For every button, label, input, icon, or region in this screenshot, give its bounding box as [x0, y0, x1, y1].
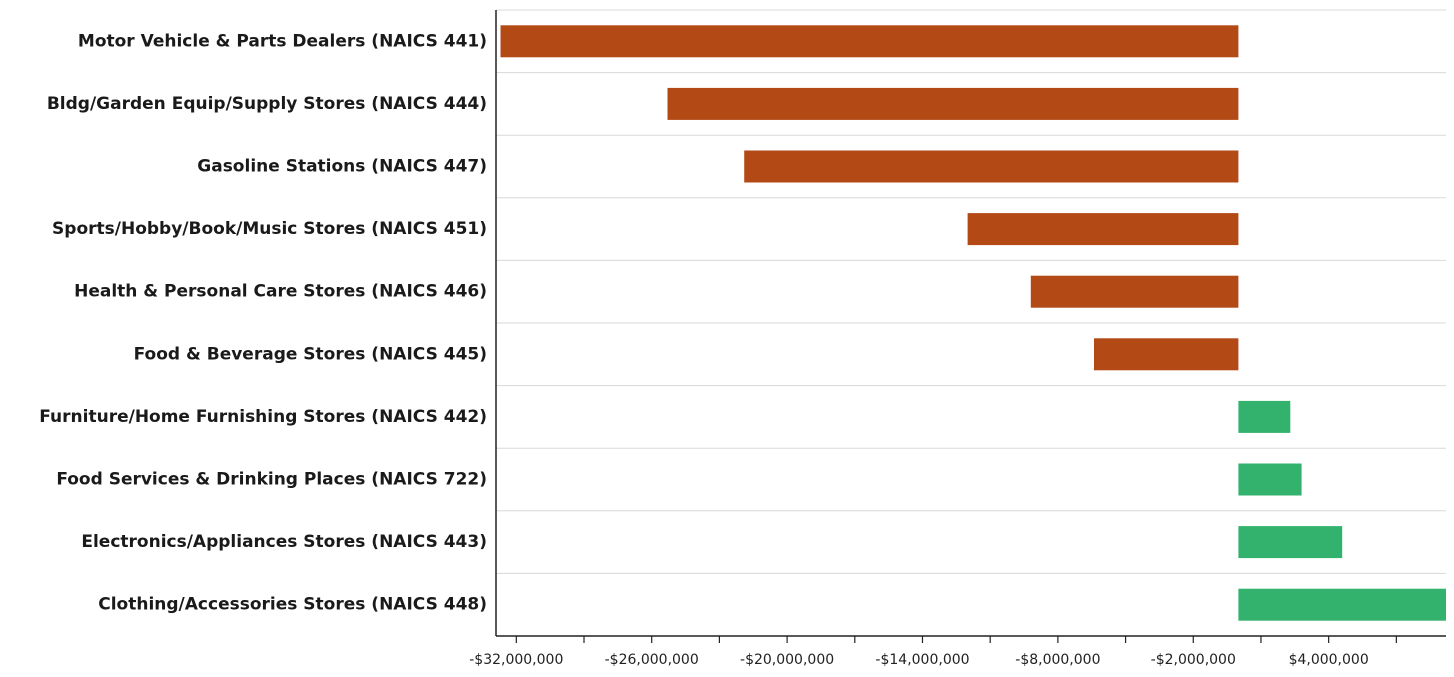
x-tick-label: -$26,000,000	[605, 652, 699, 668]
x-axis: -$32,000,000 -$26,000,000 -$20,000,000 -$14…	[469, 10, 1446, 668]
category-label: Clothing/Accessories Stores (NAICS 448)	[98, 595, 487, 615]
bar	[1030, 275, 1239, 308]
category-label: Bldg/Garden Equip/Supply Stores (NAICS 4…	[47, 94, 487, 114]
bar	[967, 213, 1239, 246]
bar	[1238, 463, 1302, 496]
x-tick-label: -$20,000,000	[740, 652, 834, 668]
x-tick-label: -$32,000,000	[469, 652, 563, 668]
category-label: Motor Vehicle & Parts Dealers (NAICS 441…	[78, 31, 487, 51]
bar	[1238, 526, 1343, 559]
category-label: Food & Beverage Stores (NAICS 445)	[134, 344, 487, 364]
category-label: Furniture/Home Furnishing Stores (NAICS …	[39, 407, 487, 427]
x-tick-label: -$8,000,000	[1015, 652, 1100, 668]
x-tick-label: -$2,000,000	[1151, 652, 1236, 668]
bar	[1238, 400, 1291, 433]
category-label: Electronics/Appliances Stores (NAICS 443…	[81, 532, 487, 552]
bar	[744, 150, 1239, 183]
gridlines	[496, 9, 1446, 574]
bar	[1238, 588, 1446, 621]
category-labels: Motor Vehicle & Parts Dealers (NAICS 441…	[39, 31, 487, 614]
bars	[500, 25, 1446, 621]
bar	[500, 25, 1239, 58]
x-tick-label: -$14,000,000	[875, 652, 969, 668]
category-label: Food Services & Drinking Places (NAICS 7…	[56, 470, 487, 490]
bar	[667, 87, 1239, 120]
bar	[1093, 338, 1239, 371]
category-label: Health & Personal Care Stores (NAICS 446…	[74, 282, 487, 302]
x-tick-label: $4,000,000	[1289, 652, 1369, 668]
category-label: Sports/Hobby/Book/Music Stores (NAICS 45…	[52, 219, 487, 239]
category-label: Gasoline Stations (NAICS 447)	[197, 157, 487, 177]
